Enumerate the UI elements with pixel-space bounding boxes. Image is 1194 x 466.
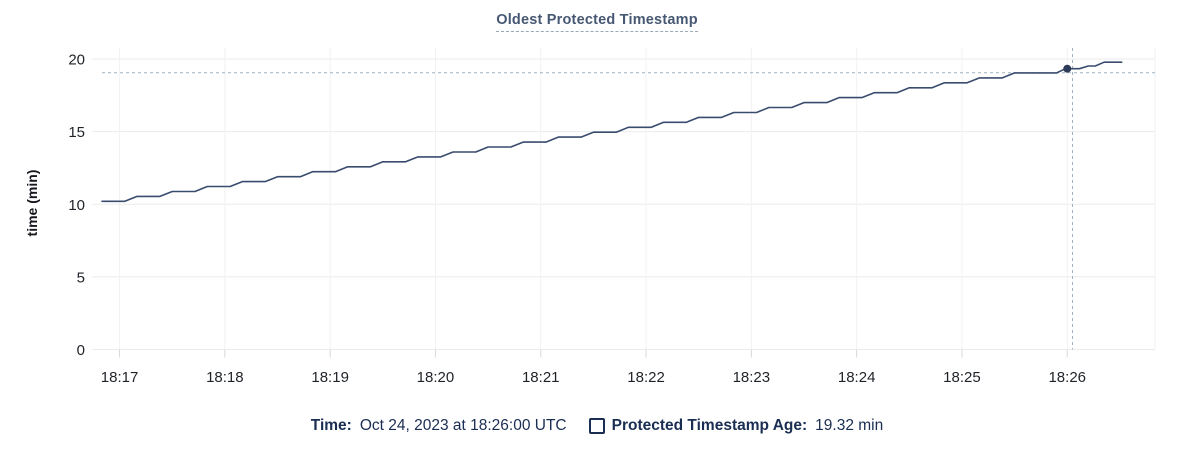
x-tick-label: 18:17 [101,369,139,386]
series-line-protected-timestamp-age [101,61,1123,203]
x-tick-label: 18:25 [943,369,981,386]
legend-item-protected-timestamp-age[interactable]: Protected Timestamp Age: 19.32 min [588,417,884,435]
x-tick-label: 18:26 [1048,369,1086,386]
x-tick-label: 18:19 [311,369,349,386]
y-tick-label: 15 [68,124,85,141]
y-tick-label: 10 [68,197,85,214]
x-tick-label: 18:22 [627,369,665,386]
time-label: Time: [310,417,352,434]
y-tick-label: 5 [77,269,85,286]
time-value: Oct 24, 2023 at 18:26:00 UTC [359,417,567,434]
x-tick-label: 18:18 [206,369,244,386]
x-tick-label: 18:24 [838,369,876,386]
series-value: 19.32 min [815,417,884,434]
series-checkbox-icon[interactable] [588,418,605,434]
chart-title-row: Oldest Protected Timestamp [0,11,1194,32]
x-tick-label: 18:20 [417,369,455,386]
y-tick-label: 0 [77,342,85,359]
chart-legend: Time: Oct 24, 2023 at 18:26:00 UTC Prote… [0,417,1194,435]
y-tick-label: 20 [68,52,85,69]
x-tick-label: 18:21 [522,369,560,386]
series-label: Protected Timestamp Age: [611,417,808,434]
hover-point-marker [1063,64,1072,73]
y-axis-title: time (min) [24,169,40,237]
hover-time-readout: Time: Oct 24, 2023 at 18:26:00 UTC [311,417,567,435]
chart-title[interactable]: Oldest Protected Timestamp [496,12,698,32]
x-tick-label: 18:23 [733,369,771,386]
